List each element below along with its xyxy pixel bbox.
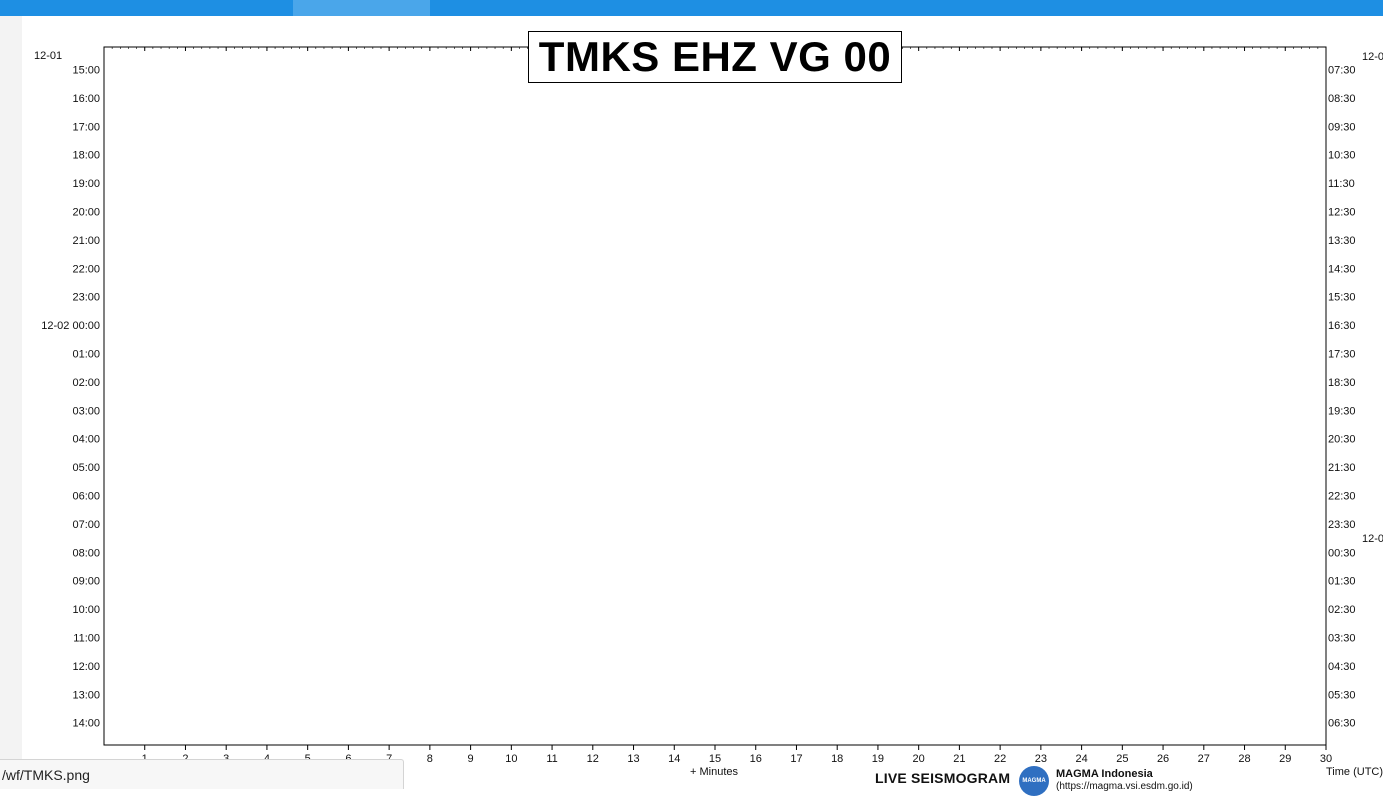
left-time-label: 04:00	[72, 434, 100, 446]
x-tick-label: 23	[1035, 753, 1047, 765]
browser-status-url: /wf/TMKS.png	[0, 759, 404, 789]
left-time-label: 18:00	[72, 150, 100, 162]
left-date-label: 12-01	[34, 50, 62, 62]
right-date-label: 12-0	[1362, 533, 1383, 545]
right-time-label: 19:30	[1328, 405, 1356, 417]
right-time-label: 13:30	[1328, 235, 1356, 247]
x-tick-label: 22	[994, 753, 1006, 765]
x-tick-label: 27	[1198, 753, 1210, 765]
right-time-label: 15:30	[1328, 292, 1356, 304]
left-time-label: 16:00	[72, 93, 100, 105]
right-time-label: 21:30	[1328, 462, 1356, 474]
right-time-label: 03:30	[1328, 633, 1356, 645]
right-time-label: 00:30	[1328, 547, 1356, 559]
x-tick-label: 9	[468, 753, 474, 765]
x-tick-label: 25	[1116, 753, 1128, 765]
right-date-label: 12-0	[1362, 51, 1383, 63]
x-tick-label: 13	[627, 753, 639, 765]
left-time-label: 22:00	[72, 263, 100, 275]
right-time-label: 04:30	[1328, 661, 1356, 673]
page-left-margin	[0, 16, 22, 789]
x-tick-label: 12	[587, 753, 599, 765]
left-time-label: 21:00	[72, 235, 100, 247]
left-time-label: 20:00	[72, 207, 100, 219]
right-time-label: 06:30	[1328, 718, 1356, 730]
left-time-label: 05:00	[72, 462, 100, 474]
station-title: TMKS EHZ VG 00	[528, 31, 902, 83]
left-time-label: 03:00	[72, 405, 100, 417]
x-tick-label: 26	[1157, 753, 1169, 765]
left-time-label: 09:00	[72, 576, 100, 588]
right-time-label: 02:30	[1328, 604, 1356, 616]
right-time-label: 09:30	[1328, 121, 1356, 133]
left-time-label: 07:00	[72, 519, 100, 531]
left-time-label: 12:00	[72, 661, 100, 673]
right-time-label: 22:30	[1328, 491, 1356, 503]
x-tick-label: 29	[1279, 753, 1291, 765]
magma-org-name: MAGMA Indonesia	[1056, 768, 1153, 780]
left-time-label: 15:00	[72, 65, 100, 77]
x-axis-label: + Minutes	[690, 766, 738, 778]
magma-logo-icon: MAGMA	[1019, 766, 1049, 796]
seismogram-axes: 1234567891011121314151617181920212223242…	[34, 46, 1383, 778]
browser-tab[interactable]	[293, 0, 430, 16]
left-time-label: 23:00	[72, 292, 100, 304]
x-tick-label: 16	[750, 753, 762, 765]
right-time-label: 16:30	[1328, 320, 1356, 332]
left-time-label: 02:00	[72, 377, 100, 389]
left-time-label: 06:00	[72, 491, 100, 503]
left-time-label: 11:00	[73, 633, 100, 645]
browser-top-bar	[0, 0, 1383, 16]
left-time-label: 19:00	[72, 178, 100, 190]
left-time-label: 17:00	[72, 121, 100, 133]
x-tick-label: 24	[1075, 753, 1087, 765]
right-time-label: 23:30	[1328, 519, 1356, 531]
seismogram-plot: 1234567891011121314151617181920212223242…	[34, 46, 1383, 778]
left-time-label: 10:00	[72, 604, 100, 616]
right-time-label: 08:30	[1328, 93, 1356, 105]
left-time-label: 01:00	[72, 349, 100, 361]
x-tick-label: 15	[709, 753, 721, 765]
right-time-label: 20:30	[1328, 434, 1356, 446]
right-time-label: 01:30	[1328, 576, 1356, 588]
x-tick-label: 17	[790, 753, 802, 765]
left-time-label: 13:00	[72, 689, 100, 701]
x-tick-label: 28	[1238, 753, 1250, 765]
right-time-label: 05:30	[1328, 689, 1356, 701]
right-time-label: 10:30	[1328, 150, 1356, 162]
right-time-label: 12:30	[1328, 207, 1356, 219]
right-time-label: 07:30	[1328, 65, 1356, 77]
left-time-label: 12-02 00:00	[41, 320, 100, 332]
plot-frame	[103, 46, 1327, 746]
x-tick-label: 30	[1320, 753, 1332, 765]
live-seismogram-label: LIVE SEISMOGRAM	[875, 770, 1011, 786]
right-time-label: 17:30	[1328, 349, 1356, 361]
x-tick-label: 11	[546, 753, 557, 765]
x-tick-label: 10	[505, 753, 517, 765]
x-tick-label: 21	[953, 753, 965, 765]
magma-org-url: (https://magma.vsi.esdm.go.id)	[1056, 781, 1193, 792]
right-time-label: 11:30	[1328, 178, 1355, 190]
left-time-label: 08:00	[72, 547, 100, 559]
x-tick-label: 19	[872, 753, 884, 765]
right-time-label: 14:30	[1328, 263, 1356, 275]
x-tick-label: 20	[913, 753, 925, 765]
x-tick-label: 8	[427, 753, 433, 765]
left-time-label: 14:00	[72, 718, 100, 730]
x-tick-label: 14	[668, 753, 680, 765]
x-tick-label: 18	[831, 753, 843, 765]
right-axis-label: Time (UTC)	[1326, 766, 1383, 778]
right-time-label: 18:30	[1328, 377, 1356, 389]
